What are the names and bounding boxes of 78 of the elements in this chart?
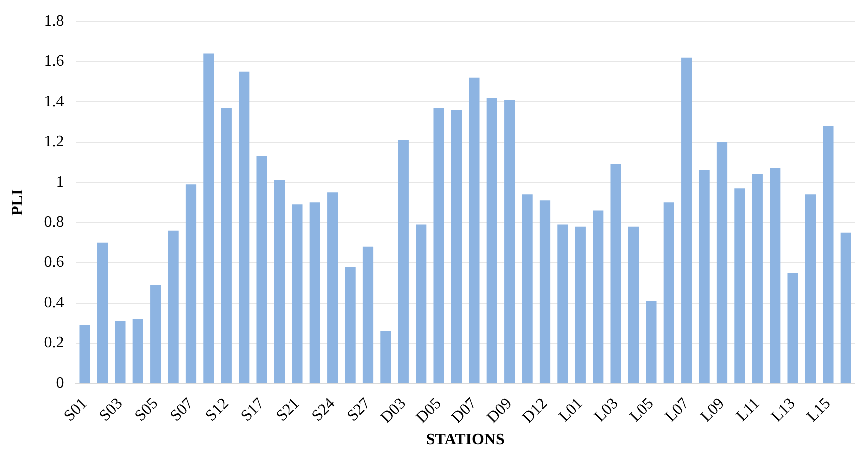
x-tick-label: S27	[344, 395, 374, 425]
bar	[628, 226, 640, 384]
bar	[328, 192, 338, 384]
x-tick-label: L05	[627, 395, 658, 426]
bar	[593, 210, 604, 384]
bar	[734, 188, 746, 384]
bar	[575, 226, 586, 384]
x-tick-label: S03	[96, 395, 126, 425]
y-axis-title: PLI	[10, 189, 27, 216]
y-tick-label: 1.4	[44, 93, 64, 110]
bar	[664, 202, 674, 384]
bar	[486, 98, 498, 384]
x-tick-label: L03	[592, 395, 622, 426]
x-tick-label: D05	[413, 395, 445, 427]
bar	[646, 301, 657, 384]
x-tick-label: D07	[448, 395, 480, 427]
bar	[416, 224, 427, 384]
x-tick-label: D09	[484, 395, 516, 427]
bar	[150, 285, 162, 384]
bar	[132, 319, 144, 384]
x-tick-label: L09	[698, 395, 728, 426]
bar	[239, 72, 250, 384]
x-tick-label: D03	[378, 395, 410, 427]
x-tick-label: D12	[520, 395, 552, 427]
y-tick-label: 1.2	[44, 134, 64, 151]
bar	[274, 180, 286, 384]
bar	[752, 174, 763, 384]
x-tick-label: S01	[61, 395, 91, 425]
x-tick-label: L07	[662, 395, 693, 426]
bar	[770, 168, 781, 384]
bar	[504, 100, 516, 384]
x-tick-label: S12	[202, 395, 232, 425]
y-tick-label: 1.6	[44, 53, 64, 70]
bar	[115, 321, 126, 384]
x-tick-label: S17	[238, 395, 268, 425]
x-tick-label: S24	[309, 395, 339, 425]
y-tick-label: 0	[56, 374, 64, 392]
bar	[168, 230, 179, 384]
x-tick-label: L15	[804, 395, 834, 426]
bar	[97, 242, 108, 384]
x-tick-label: S21	[274, 395, 304, 425]
y-tick-label: 0.4	[44, 294, 64, 312]
bar	[398, 140, 409, 384]
x-tick-label: L11	[734, 395, 764, 426]
bar	[823, 126, 834, 384]
y-tick-label: 1.8	[44, 12, 64, 30]
bar	[256, 156, 268, 384]
bar	[558, 224, 568, 384]
bar	[540, 200, 551, 384]
x-tick-label: S07	[167, 395, 198, 425]
bar	[221, 108, 232, 384]
x-tick-label: L01	[556, 395, 586, 426]
bar	[451, 110, 462, 384]
y-tick-label: 0.8	[44, 214, 64, 231]
bar	[204, 54, 214, 384]
bar	[469, 78, 480, 384]
bar	[292, 204, 303, 384]
bar	[788, 273, 798, 384]
y-tick-label: 1	[56, 174, 64, 191]
bar	[610, 164, 622, 384]
bar	[186, 184, 197, 384]
bar	[699, 170, 710, 384]
bar	[310, 202, 320, 384]
x-tick-label: S05	[132, 395, 162, 425]
bar	[80, 325, 90, 384]
bar	[380, 331, 392, 384]
bar	[522, 194, 533, 384]
bar	[716, 142, 728, 384]
y-tick-label: 0.6	[44, 254, 64, 272]
x-tick-label: L13	[768, 395, 799, 426]
x-axis-title: STATIONS	[426, 432, 505, 449]
y-tick-label: 0.2	[44, 334, 64, 352]
bar	[682, 58, 692, 384]
bar	[434, 108, 444, 384]
bar	[362, 246, 374, 384]
bar	[840, 232, 852, 384]
bar	[345, 267, 356, 384]
bar	[805, 194, 816, 384]
